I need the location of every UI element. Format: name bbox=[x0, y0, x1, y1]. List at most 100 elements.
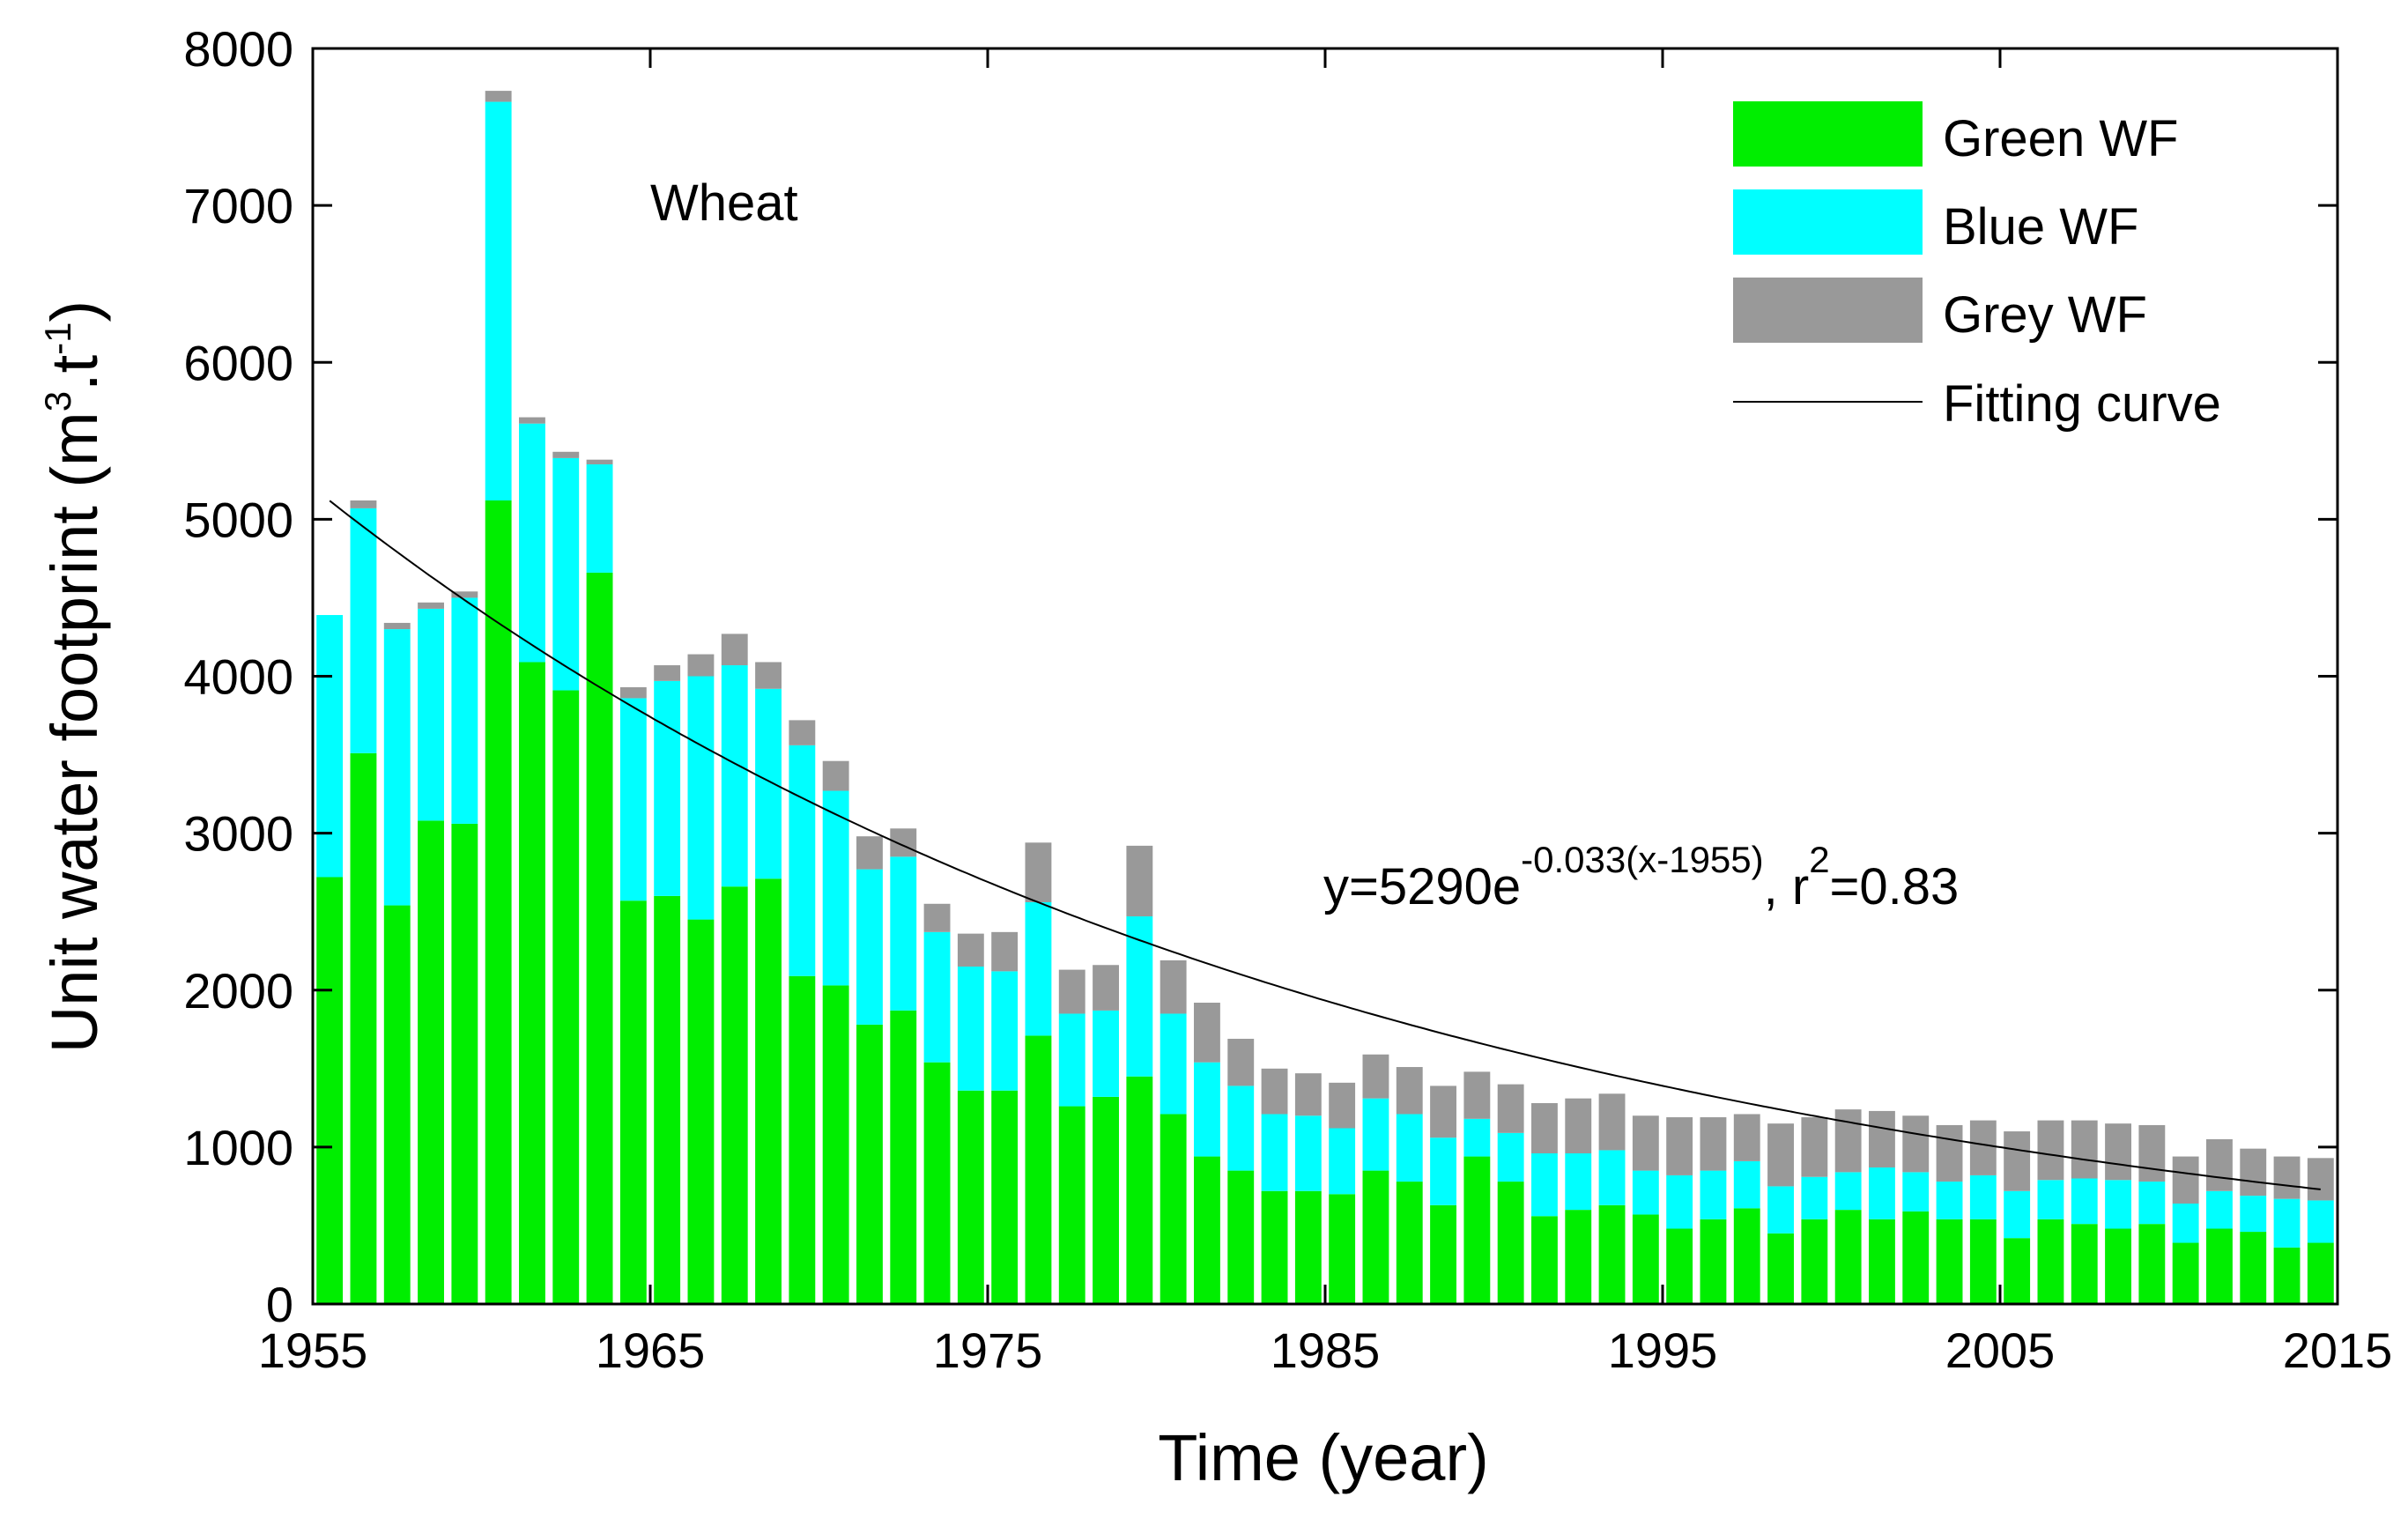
bar-blue-wf-1958 bbox=[383, 629, 411, 906]
bar-green-wf-1968 bbox=[721, 886, 748, 1304]
bar-green-wf-1993 bbox=[1565, 1210, 1592, 1305]
bar-grey-wf-2004 bbox=[1936, 1124, 1963, 1182]
y-tick-label: 8000 bbox=[183, 21, 293, 77]
bar-blue-wf-1978 bbox=[1058, 1013, 1085, 1107]
bar-grey-wf-2002 bbox=[1869, 1110, 1895, 1168]
bar-blue-wf-1982 bbox=[1194, 1062, 1220, 1157]
bar-blue-wf-1974 bbox=[923, 931, 951, 1063]
bar-blue-wf-2001 bbox=[1834, 1172, 1862, 1211]
bar-green-wf-1998 bbox=[1733, 1208, 1760, 1304]
bar-blue-wf-1957 bbox=[350, 508, 377, 753]
bar-grey-wf-1997 bbox=[1700, 1117, 1727, 1171]
bar-blue-wf-1987 bbox=[1362, 1098, 1389, 1171]
x-tick-label: 2005 bbox=[1945, 1323, 2056, 1378]
bar-grey-wf-1959 bbox=[418, 602, 444, 609]
bar-green-wf-1973 bbox=[890, 1010, 917, 1304]
bar-grey-wf-1985 bbox=[1294, 1073, 1322, 1116]
bar-green-wf-2007 bbox=[2037, 1219, 2064, 1304]
bar-blue-wf-2004 bbox=[1936, 1182, 1963, 1219]
bar-green-wf-1984 bbox=[1261, 1190, 1288, 1304]
x-tick-label: 1965 bbox=[596, 1323, 706, 1378]
bar-grey-wf-1991 bbox=[1497, 1084, 1524, 1133]
bar-grey-wf-1982 bbox=[1194, 1003, 1220, 1063]
bar-layer bbox=[316, 91, 2334, 1305]
bar-green-wf-1992 bbox=[1531, 1216, 1558, 1304]
bar-blue-wf-2013 bbox=[2240, 1196, 2267, 1233]
bar-grey-wf-2013 bbox=[2240, 1148, 2267, 1197]
bar-grey-wf-1998 bbox=[1733, 1114, 1760, 1161]
bar-blue-wf-2014 bbox=[2273, 1198, 2301, 1248]
bar-grey-wf-1979 bbox=[1093, 965, 1119, 1011]
bar-blue-wf-2009 bbox=[2105, 1180, 2131, 1229]
bar-green-wf-1999 bbox=[1767, 1233, 1794, 1304]
bar-grey-wf-2007 bbox=[2037, 1120, 2064, 1181]
x-tick-label: 1955 bbox=[258, 1323, 368, 1378]
bar-blue-wf-1986 bbox=[1329, 1128, 1356, 1195]
bar-blue-wf-1962 bbox=[519, 423, 545, 663]
bar-green-wf-2001 bbox=[1834, 1210, 1862, 1305]
bar-blue-wf-1983 bbox=[1227, 1086, 1255, 1171]
bar-blue-wf-1991 bbox=[1497, 1132, 1524, 1182]
bar-blue-wf-1995 bbox=[1632, 1170, 1659, 1215]
bar-blue-wf-1977 bbox=[1025, 902, 1052, 1036]
bar-grey-wf-1990 bbox=[1463, 1071, 1491, 1119]
bar-grey-wf-1995 bbox=[1632, 1115, 1659, 1171]
bar-green-wf-1989 bbox=[1430, 1204, 1456, 1304]
bar-green-wf-1972 bbox=[856, 1024, 883, 1304]
bar-grey-wf-2014 bbox=[2273, 1156, 2301, 1199]
bar-green-wf-2013 bbox=[2240, 1232, 2267, 1304]
legend: Green WF Blue WF Grey WF Fitting curve bbox=[1733, 101, 2221, 433]
bar-grey-wf-1975 bbox=[957, 933, 984, 967]
bar-grey-wf-1963 bbox=[552, 451, 580, 458]
bar-blue-wf-2005 bbox=[1969, 1174, 1997, 1219]
bar-blue-wf-1964 bbox=[586, 464, 613, 573]
bar-green-wf-1961 bbox=[485, 500, 512, 1304]
bar-blue-wf-1990 bbox=[1463, 1118, 1491, 1157]
bar-grey-wf-2010 bbox=[2138, 1124, 2166, 1182]
bar-grey-wf-1999 bbox=[1767, 1123, 1794, 1187]
bar-grey-wf-1960 bbox=[451, 591, 478, 598]
legend-label-blue: Blue WF bbox=[1943, 198, 2138, 256]
bar-grey-wf-1962 bbox=[519, 417, 545, 424]
bar-green-wf-2014 bbox=[2273, 1247, 2301, 1305]
bar-blue-wf-1992 bbox=[1531, 1153, 1558, 1217]
bar-green-wf-1976 bbox=[991, 1090, 1019, 1304]
bar-grey-wf-1988 bbox=[1396, 1067, 1423, 1115]
bar-green-wf-2004 bbox=[1936, 1219, 1963, 1304]
legend-swatch-grey bbox=[1733, 278, 1923, 343]
bar-grey-wf-1973 bbox=[890, 828, 917, 857]
bar-grey-wf-1996 bbox=[1666, 1117, 1693, 1175]
bar-blue-wf-1981 bbox=[1160, 1013, 1187, 1115]
crop-annotation: Wheat bbox=[650, 174, 798, 232]
bar-blue-wf-2007 bbox=[2037, 1180, 2064, 1219]
bar-grey-wf-1958 bbox=[383, 622, 411, 630]
bar-grey-wf-1961 bbox=[485, 91, 512, 102]
bar-grey-wf-1971 bbox=[822, 760, 849, 791]
bar-blue-wf-1989 bbox=[1430, 1137, 1456, 1205]
legend-label-green: Green WF bbox=[1943, 110, 2179, 167]
bar-blue-wf-1976 bbox=[991, 971, 1019, 1091]
bar-blue-wf-1965 bbox=[619, 698, 647, 901]
bar-green-wf-1981 bbox=[1160, 1114, 1187, 1304]
bar-green-wf-1969 bbox=[755, 878, 782, 1304]
x-tick-label: 2015 bbox=[2283, 1323, 2393, 1378]
bar-blue-wf-1984 bbox=[1261, 1114, 1288, 1191]
bar-green-wf-1983 bbox=[1227, 1170, 1255, 1304]
fit-equation: y=5290e-0.033(x-1955), r2=0.83 bbox=[1323, 839, 1959, 915]
bar-blue-wf-1960 bbox=[451, 597, 478, 824]
bar-blue-wf-1973 bbox=[890, 856, 917, 1011]
bar-grey-wf-2003 bbox=[1902, 1115, 1930, 1173]
bar-blue-wf-2012 bbox=[2206, 1190, 2233, 1229]
bar-green-wf-1995 bbox=[1632, 1214, 1659, 1304]
bar-grey-wf-1987 bbox=[1362, 1054, 1389, 1099]
fitting-curve-line bbox=[329, 500, 2321, 1190]
bar-grey-wf-1992 bbox=[1531, 1103, 1558, 1153]
bar-blue-wf-2002 bbox=[1869, 1167, 1895, 1219]
bar-green-wf-2008 bbox=[2071, 1224, 2098, 1304]
bar-green-wf-1965 bbox=[619, 900, 647, 1304]
bar-green-wf-1974 bbox=[923, 1062, 951, 1304]
y-tick-label: 3000 bbox=[183, 806, 293, 862]
bar-blue-wf-1961 bbox=[485, 101, 512, 500]
bar-grey-wf-1994 bbox=[1598, 1093, 1626, 1151]
x-tick-label: 1995 bbox=[1608, 1323, 1718, 1378]
